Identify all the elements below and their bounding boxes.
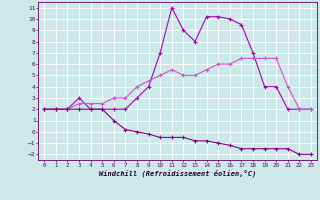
X-axis label: Windchill (Refroidissement éolien,°C): Windchill (Refroidissement éolien,°C) [99,170,256,177]
